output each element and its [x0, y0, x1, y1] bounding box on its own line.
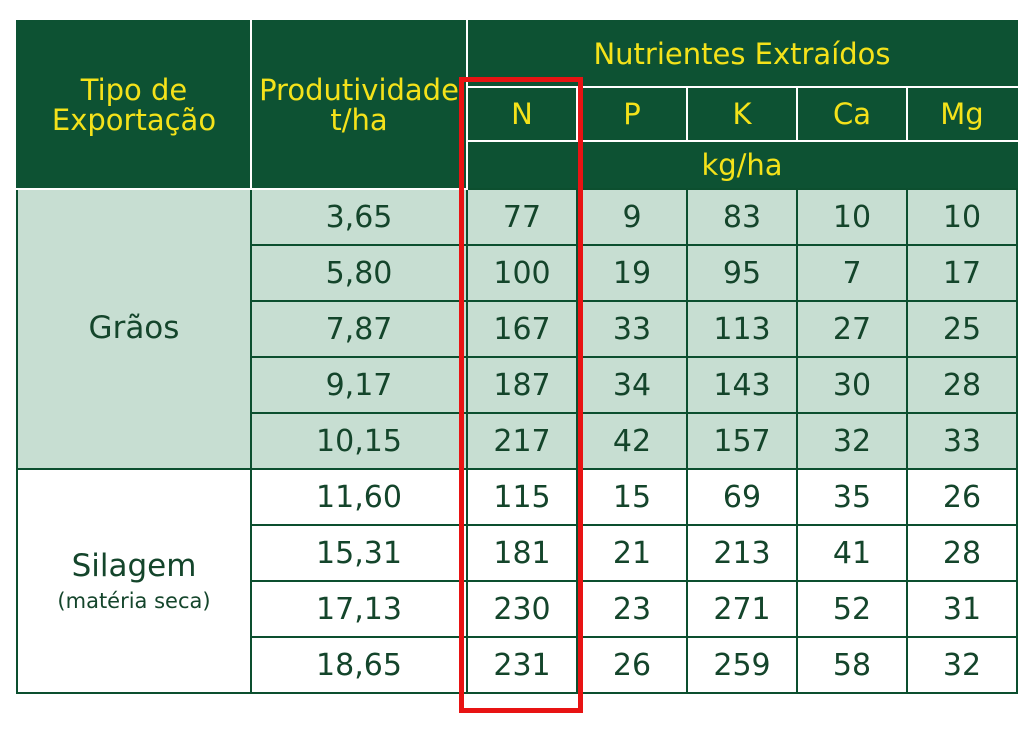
- cell-mg: 25: [906, 300, 1018, 358]
- cell-p: 19: [576, 244, 688, 302]
- cell-mg: 31: [906, 580, 1018, 638]
- cell-n: 217: [466, 412, 578, 470]
- group-graos-label: Grãos: [88, 310, 180, 347]
- header-export-type-label: Tipo de Exportação: [51, 72, 217, 137]
- header-export-type: Tipo de Exportação: [16, 20, 252, 190]
- cell-p: 34: [576, 356, 688, 414]
- table-row: 9,17 187 34 143 30 28: [17, 356, 1018, 414]
- cell-k: 143: [686, 356, 798, 414]
- cell-n: 100: [466, 244, 578, 302]
- cell-ca: 32: [796, 412, 908, 470]
- group-graos: Grãos: [16, 188, 252, 470]
- cell-ca: 41: [796, 524, 908, 582]
- cell-p: 9: [576, 188, 688, 246]
- cell-n: 115: [466, 468, 578, 526]
- cell-n: 230: [466, 580, 578, 638]
- table-row: 5,80 100 19 95 7 17: [17, 244, 1018, 302]
- cell-k: 95: [686, 244, 798, 302]
- cell-p: 23: [576, 580, 688, 638]
- cell-ca: 52: [796, 580, 908, 638]
- cell-ca: 30: [796, 356, 908, 414]
- table-row: 10,15 217 42 157 32 33: [17, 412, 1018, 470]
- cell-k: 113: [686, 300, 798, 358]
- header-nutrients-label: Nutrientes Extraídos: [593, 36, 891, 71]
- group-silagem-label: Silagem: [71, 547, 197, 584]
- cell-ca: 35: [796, 468, 908, 526]
- header-productivity-label: Produtividade t/ha: [259, 72, 459, 137]
- cell-mg: 33: [906, 412, 1018, 470]
- cell-k: 271: [686, 580, 798, 638]
- cell-k: 157: [686, 412, 798, 470]
- header-nutrients-group: Nutrientes Extraídos: [466, 20, 1018, 88]
- header-productivity: Produtividade t/ha: [250, 20, 468, 190]
- cell-p: 42: [576, 412, 688, 470]
- cell-k: 83: [686, 188, 798, 246]
- cell-n: 181: [466, 524, 578, 582]
- cell-mg: 32: [906, 636, 1018, 694]
- group-silagem: Silagem (matéria seca): [16, 468, 252, 694]
- cell-mg: 28: [906, 356, 1018, 414]
- cell-productivity: 18,65: [250, 636, 468, 694]
- cell-ca: 10: [796, 188, 908, 246]
- cell-n: 187: [466, 356, 578, 414]
- cell-productivity: 17,13: [250, 580, 468, 638]
- cell-p: 21: [576, 524, 688, 582]
- cell-productivity: 9,17: [250, 356, 468, 414]
- table-row: 18,65 231 26 259 58 32: [17, 636, 1018, 694]
- cell-ca: 27: [796, 300, 908, 358]
- table-row: 15,31 181 21 213 41 28: [17, 524, 1018, 582]
- group-silagem-note: (matéria seca): [57, 589, 211, 613]
- cell-p: 33: [576, 300, 688, 358]
- cell-k: 69: [686, 468, 798, 526]
- cell-ca: 7: [796, 244, 908, 302]
- cell-n: 231: [466, 636, 578, 694]
- cell-ca: 58: [796, 636, 908, 694]
- cell-productivity: 5,80: [250, 244, 468, 302]
- cell-productivity: 15,31: [250, 524, 468, 582]
- cell-k: 213: [686, 524, 798, 582]
- header-col-ca: Ca: [796, 86, 908, 142]
- cell-productivity: 10,15: [250, 412, 468, 470]
- cell-n: 77: [466, 188, 578, 246]
- table-row: Grãos 3,65 77 9 83 10 10: [16, 188, 1018, 470]
- cell-mg: 26: [906, 468, 1018, 526]
- cell-mg: 17: [906, 244, 1018, 302]
- cell-productivity: 11,60: [250, 468, 468, 526]
- header-col-p: P: [576, 86, 688, 142]
- cell-mg: 10: [906, 188, 1018, 246]
- header-col-mg: Mg: [906, 86, 1018, 142]
- header-col-k: K: [686, 86, 798, 142]
- header-unit: kg/ha: [466, 140, 1018, 190]
- cell-productivity: 3,65: [250, 188, 468, 246]
- cell-mg: 28: [906, 524, 1018, 582]
- cell-p: 15: [576, 468, 688, 526]
- table-row: 7,87 167 33 113 27 25: [17, 300, 1018, 358]
- cell-k: 259: [686, 636, 798, 694]
- table-row: 17,13 230 23 271 52 31: [17, 580, 1018, 638]
- header-col-n: N: [466, 86, 578, 142]
- cell-p: 26: [576, 636, 688, 694]
- cell-n: 167: [466, 300, 578, 358]
- cell-productivity: 7,87: [250, 300, 468, 358]
- table-row: Silagem (matéria seca) 11,60 115 15 69 3…: [16, 468, 1018, 694]
- nutrient-extraction-table: Tipo de Exportação Produtividade t/ha Nu…: [16, 20, 1018, 694]
